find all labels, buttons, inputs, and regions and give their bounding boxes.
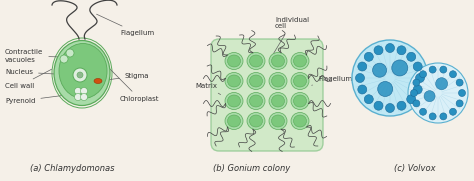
- Ellipse shape: [228, 115, 240, 127]
- Text: (c) Volvox: (c) Volvox: [394, 164, 436, 173]
- Ellipse shape: [228, 95, 240, 107]
- Text: Chloroplast: Chloroplast: [106, 65, 159, 102]
- FancyBboxPatch shape: [211, 39, 323, 151]
- Circle shape: [407, 95, 416, 104]
- Circle shape: [365, 95, 374, 104]
- Circle shape: [378, 81, 392, 96]
- Ellipse shape: [247, 92, 265, 110]
- Circle shape: [410, 89, 418, 96]
- Ellipse shape: [272, 95, 284, 107]
- Circle shape: [385, 104, 394, 113]
- Ellipse shape: [225, 73, 243, 89]
- Circle shape: [440, 113, 447, 120]
- Ellipse shape: [269, 52, 287, 70]
- Ellipse shape: [225, 113, 243, 129]
- Ellipse shape: [269, 92, 287, 110]
- Circle shape: [74, 87, 82, 94]
- Circle shape: [413, 79, 420, 86]
- Text: Contractile
vacuoles: Contractile vacuoles: [5, 49, 61, 62]
- Ellipse shape: [272, 75, 284, 87]
- Circle shape: [416, 73, 425, 83]
- Ellipse shape: [291, 92, 309, 110]
- Circle shape: [436, 78, 447, 90]
- Ellipse shape: [247, 73, 265, 89]
- Text: Individual
cell: Individual cell: [273, 16, 309, 54]
- Ellipse shape: [225, 92, 243, 110]
- Ellipse shape: [291, 52, 309, 70]
- Circle shape: [449, 71, 456, 78]
- Circle shape: [458, 89, 465, 96]
- Circle shape: [73, 68, 87, 82]
- Ellipse shape: [228, 75, 240, 87]
- Circle shape: [74, 94, 82, 100]
- Circle shape: [456, 100, 463, 107]
- Circle shape: [385, 43, 394, 52]
- Circle shape: [429, 66, 436, 73]
- Circle shape: [77, 72, 83, 78]
- Ellipse shape: [247, 52, 265, 70]
- Ellipse shape: [249, 115, 263, 127]
- Text: Pyrenoid: Pyrenoid: [5, 94, 71, 104]
- Ellipse shape: [293, 115, 307, 127]
- Text: Cell wall: Cell wall: [5, 69, 52, 89]
- Ellipse shape: [54, 41, 110, 106]
- Circle shape: [81, 94, 88, 100]
- Circle shape: [440, 66, 447, 73]
- Circle shape: [374, 101, 383, 110]
- Ellipse shape: [272, 55, 284, 67]
- Circle shape: [392, 60, 408, 76]
- Ellipse shape: [225, 52, 243, 70]
- Ellipse shape: [247, 113, 265, 129]
- Text: (b) Gonium colony: (b) Gonium colony: [213, 164, 291, 173]
- Circle shape: [373, 63, 387, 77]
- Circle shape: [413, 62, 422, 71]
- Circle shape: [358, 85, 367, 94]
- Text: Nucleus: Nucleus: [5, 69, 70, 75]
- Circle shape: [424, 91, 435, 102]
- Circle shape: [81, 87, 88, 94]
- Ellipse shape: [249, 55, 263, 67]
- Ellipse shape: [272, 115, 284, 127]
- Ellipse shape: [293, 55, 307, 67]
- Circle shape: [408, 63, 468, 123]
- Ellipse shape: [249, 95, 263, 107]
- Circle shape: [429, 113, 436, 120]
- Ellipse shape: [94, 79, 102, 83]
- Circle shape: [456, 79, 463, 86]
- Circle shape: [60, 55, 68, 63]
- Circle shape: [352, 40, 428, 116]
- Text: Flagellum: Flagellum: [312, 76, 352, 85]
- Text: Stigma: Stigma: [101, 73, 149, 81]
- Circle shape: [356, 73, 365, 83]
- Circle shape: [365, 52, 374, 61]
- Circle shape: [66, 49, 74, 57]
- Text: Flagellum: Flagellum: [97, 14, 154, 36]
- Ellipse shape: [293, 75, 307, 87]
- Circle shape: [419, 108, 427, 115]
- Circle shape: [419, 71, 427, 78]
- Text: (a) Chlamydomonas: (a) Chlamydomonas: [30, 164, 114, 173]
- Ellipse shape: [291, 113, 309, 129]
- Ellipse shape: [269, 113, 287, 129]
- Circle shape: [358, 62, 367, 71]
- Ellipse shape: [291, 73, 309, 89]
- Circle shape: [397, 101, 406, 110]
- Ellipse shape: [59, 43, 107, 98]
- Ellipse shape: [293, 95, 307, 107]
- Ellipse shape: [249, 75, 263, 87]
- Circle shape: [449, 108, 456, 115]
- Circle shape: [407, 52, 416, 61]
- Circle shape: [413, 85, 422, 94]
- Circle shape: [374, 46, 383, 55]
- Circle shape: [397, 46, 406, 55]
- Ellipse shape: [269, 73, 287, 89]
- Text: Matrix: Matrix: [195, 83, 220, 95]
- Circle shape: [413, 100, 420, 107]
- Ellipse shape: [228, 55, 240, 67]
